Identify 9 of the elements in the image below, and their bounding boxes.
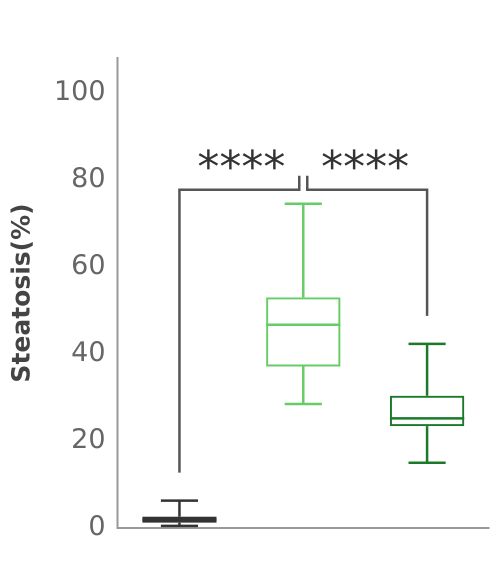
y-tick-label: 80 <box>71 162 106 194</box>
y-tick-label: 20 <box>71 424 106 455</box>
y-tick-label: 40 <box>71 336 106 368</box>
annotation: **** <box>321 142 410 193</box>
y-tick-label: 100 <box>54 76 106 107</box>
y-tick-label: 0 <box>88 511 106 542</box>
annotation: **** <box>197 142 286 193</box>
y-axis-title: Steatosis(%) <box>6 203 36 383</box>
y-tick-label: 60 <box>71 250 106 281</box>
